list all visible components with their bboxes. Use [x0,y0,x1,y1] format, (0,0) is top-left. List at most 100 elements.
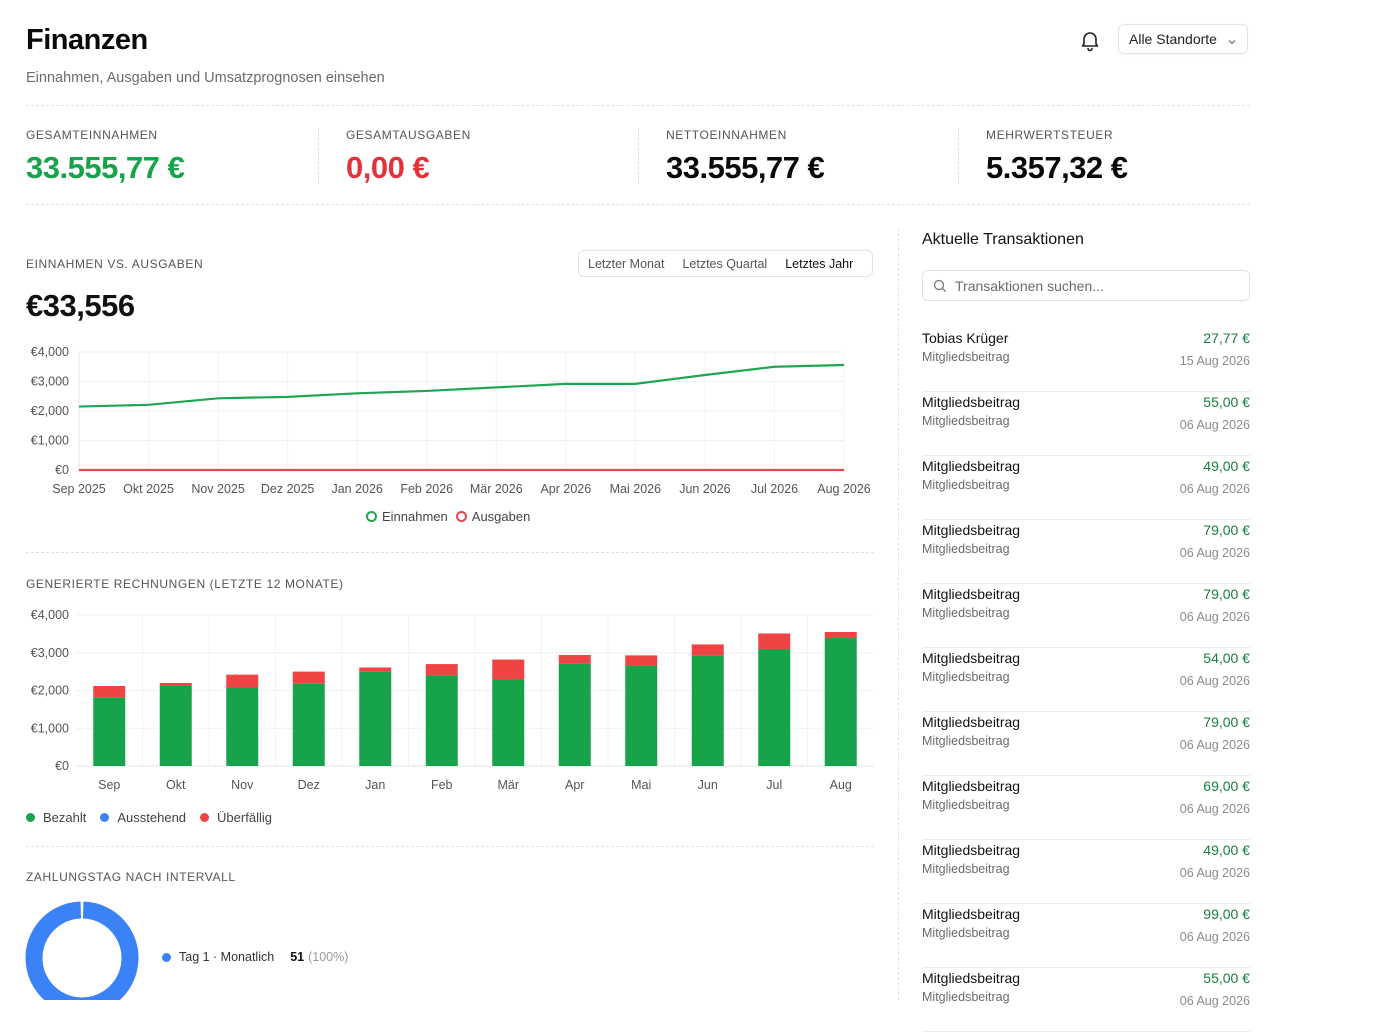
stat-value: 33.555,77 € [26,150,185,185]
transaction-row[interactable]: Mitgliedsbeitrag Mitgliedsbeitrag 49,00 € 0… [922,840,1250,904]
transaction-row[interactable]: Mitgliedsbeitrag Mitgliedsbeitrag 49,00 € 0… [922,456,1250,520]
bar-segment-überfällig [359,667,392,672]
transaction-name: Mitgliedsbeitrag [922,842,1021,858]
transaction-amount: 69,00 € [1203,778,1250,794]
x-tick-label: Nov [231,778,254,792]
bar-segment-bezahlt [292,683,325,766]
divider [958,128,959,184]
bar-segment-überfällig [824,631,857,639]
transaction-type: Mitgliedsbeitrag [922,734,1010,748]
bar-segment-überfällig [558,655,591,664]
x-tick-label: Jan [365,778,385,792]
transaction-row[interactable]: Mitgliedsbeitrag Mitgliedsbeitrag 79,00 € 0… [922,584,1250,648]
transaction-row[interactable]: Mitgliedsbeitrag Mitgliedsbeitrag 79,00 € 0… [922,712,1250,776]
line-chart-legend: Einnahmen Ausgaben [366,509,530,524]
transactions-search-input[interactable]: Transaktionen suchen... [922,270,1250,301]
transaction-row[interactable]: Mitgliedsbeitrag Mitgliedsbeitrag 55,00 € 0… [922,392,1250,456]
y-tick-label: €3,000 [31,646,69,660]
bar-segment-bezahlt [691,655,724,766]
divider [318,128,319,184]
legend-label: Überfällig [217,810,272,825]
transaction-type: Mitgliedsbeitrag [922,350,1010,364]
stat-total-expenses: GESAMTAUSGABEN 0,00 € [346,128,626,186]
x-tick-label: Jul [766,778,782,792]
y-tick-label: €0 [55,759,69,773]
x-tick-label: Sep [98,778,120,792]
bar-segment-überfällig [691,644,724,656]
tab-last-year[interactable]: Letztes Jahr [785,256,854,271]
bar-segment-überfällig [159,682,192,686]
x-tick-label: Aug [830,778,852,792]
stat-value: 33.555,77 € [666,150,825,185]
bar-segment-bezahlt [159,685,192,766]
transaction-date: 06 Aug 2026 [1179,546,1250,560]
legend-label: Tag 1 · Monatlich [179,950,275,964]
transaction-type: Mitgliedsbeitrag [922,606,1010,620]
bar-segment-überfällig [93,685,126,698]
stat-total-income: GESAMTEINNAHMEN 33.555,77 € [26,128,306,186]
y-tick-label: €1,000 [31,721,69,735]
x-tick-label: Mär 2026 [470,482,523,496]
page-title: Finanzen [26,24,148,56]
x-tick-label: Feb [431,778,453,792]
transaction-type: Mitgliedsbeitrag [922,414,1010,428]
transaction-name: Mitgliedsbeitrag [922,522,1021,538]
bar-segment-bezahlt [93,697,126,766]
transaction-name: Mitgliedsbeitrag [922,650,1021,666]
transaction-date: 06 Aug 2026 [1179,994,1250,1008]
stat-label: NETTOEINNAHMEN [666,128,787,142]
transaction-amount: 99,00 € [1203,906,1250,922]
stat-label: MEHRWERTSTEUER [986,128,1114,142]
transaction-row[interactable]: Mitgliedsbeitrag Mitgliedsbeitrag 69,00 € 0… [922,776,1250,840]
invoices-chart-label: GENERIERTE RECHNUNGEN (LETZTE 12 MONATE) [26,577,344,591]
bar-segment-bezahlt [226,687,259,766]
transaction-row[interactable]: Mitgliedsbeitrag Mitgliedsbeitrag 99,00 € 0… [922,904,1250,968]
transaction-amount: 79,00 € [1203,522,1250,538]
stat-vat: MEHRWERTSTEUER 5.357,32 € [986,128,1246,186]
location-select[interactable]: Alle Standorte [1118,24,1248,54]
legend-percent: (100%) [308,950,349,964]
interval-legend: Tag 1 · Monatlich 51 (100%) [162,950,348,964]
stat-value: 0,00 € [346,150,430,185]
bar-segment-überfällig [492,659,525,680]
bell-icon[interactable] [1078,28,1102,52]
transaction-type: Mitgliedsbeitrag [922,926,1010,940]
interval-donut-chart [25,901,139,1000]
y-tick-label: €2,000 [31,404,69,418]
transaction-type: Mitgliedsbeitrag [922,478,1010,492]
transaction-row[interactable]: Tobias Krüger Mitgliedsbeitrag 27,77 € 15 A… [922,328,1250,392]
invoices-bar-chart: €0 €1,000 €2,000 €3,000 €4,000 Sep Okt Nov Dez Ja… [31,608,874,792]
legend-marker [26,813,35,822]
transaction-row[interactable]: Mitgliedsbeitrag Mitgliedsbeitrag 55,00 € 0… [922,968,1250,1032]
income-total: €33,556 [26,288,135,323]
transaction-row[interactable]: Mitgliedsbeitrag Mitgliedsbeitrag 54,00 € 0… [922,648,1250,712]
transaction-amount: 27,77 € [1203,330,1250,346]
transaction-amount: 49,00 € [1203,458,1250,474]
transaction-amount: 54,00 € [1203,650,1250,666]
transaction-row[interactable]: Mitgliedsbeitrag Mitgliedsbeitrag 79,00 € 0… [922,520,1250,584]
x-tick-label: Feb 2026 [400,482,453,496]
y-tick-label: €1,000 [31,434,69,448]
bar-segment-bezahlt [758,648,791,766]
x-tick-label: Apr 2026 [540,482,591,496]
transaction-type: Mitgliedsbeitrag [922,542,1010,556]
legend-label: Ausgaben [471,509,531,524]
transaction-date: 06 Aug 2026 [1179,482,1250,496]
legend-label: Bezahlt [43,810,87,825]
transaction-type: Mitgliedsbeitrag [922,670,1010,684]
search-icon [933,279,947,293]
divider [26,204,1250,205]
transaction-name: Mitgliedsbeitrag [922,394,1021,410]
legend-label: Einnahmen [382,509,448,524]
transaction-amount: 55,00 € [1203,970,1250,986]
bar-segment-überfällig [292,671,325,684]
tab-last-month[interactable]: Letzter Monat [588,256,665,271]
divider [26,846,874,847]
x-tick-label: Nov 2025 [191,482,245,496]
x-tick-label: Dez [298,778,320,792]
stat-label: GESAMTAUSGABEN [346,128,471,142]
bar-segment-bezahlt [425,675,458,766]
income-line [78,363,845,408]
legend-marker [455,511,467,522]
tab-last-quarter[interactable]: Letztes Quartal [682,256,768,271]
